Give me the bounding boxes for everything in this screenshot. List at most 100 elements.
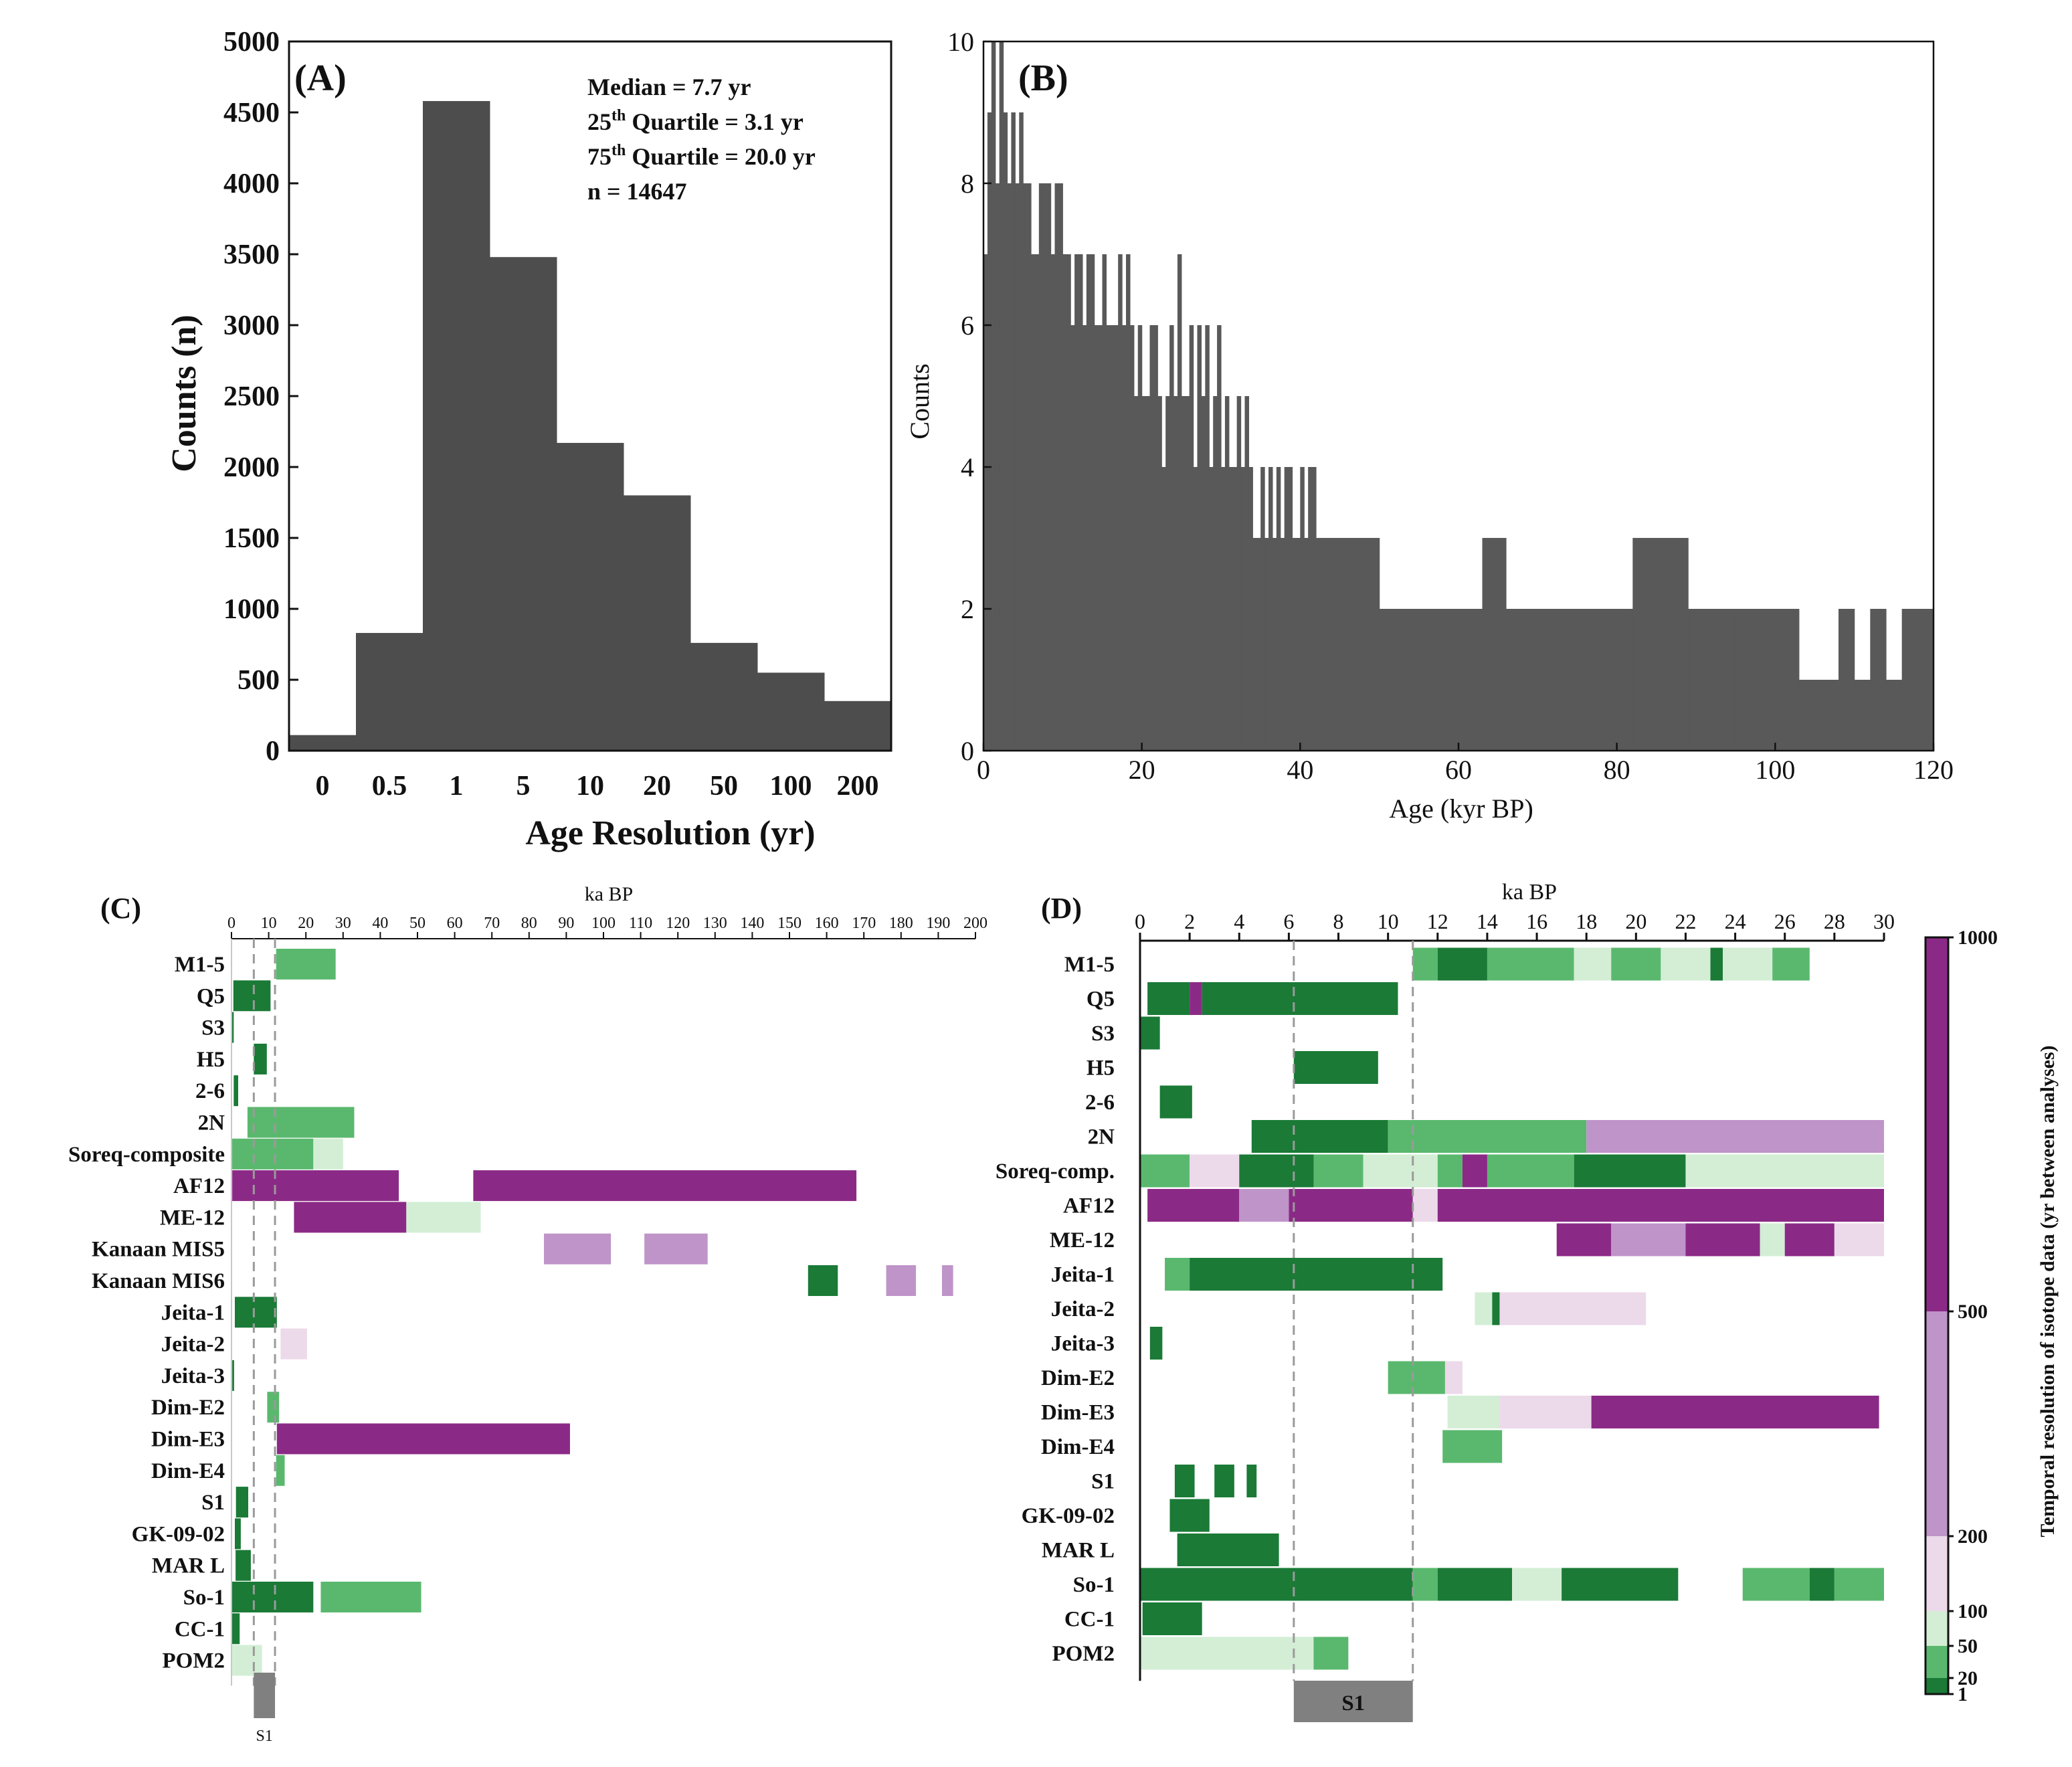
panel-c-axis-title: ka BP (585, 883, 634, 905)
d-segment (1574, 947, 1612, 981)
c-segment (233, 980, 271, 1012)
b-bar (1106, 325, 1119, 751)
a-ytick-label: 3000 (223, 310, 280, 341)
panel-b-ylabel: Counts (905, 363, 935, 439)
d-segment (1214, 1465, 1234, 1497)
d-segment (1442, 1430, 1503, 1463)
d-segment (1556, 1223, 1612, 1257)
panel-c: (C) ka BP 0 10 20 30 40 50 60 70 80 90 100 110 120 13… (68, 883, 987, 1745)
b-bar (1082, 325, 1087, 751)
a-xtick-label: 10 (576, 771, 604, 802)
d-xtick-label: 24 (1725, 909, 1746, 933)
a-bar (490, 257, 557, 751)
a-bar (757, 672, 825, 751)
c-segment (233, 1075, 239, 1107)
b-bar (1137, 325, 1143, 751)
d-segment (1809, 1568, 1834, 1601)
c-xtick-label: 100 (591, 915, 616, 932)
c-row-label: So-1 (183, 1586, 225, 1610)
c-row-label: Jeita-3 (161, 1364, 225, 1388)
c-xtick-label: 180 (889, 915, 913, 932)
b-bar (1300, 467, 1305, 751)
d-row-label: Jeita-1 (1051, 1263, 1115, 1287)
b-bar (1244, 396, 1250, 751)
b-bar (1901, 609, 1918, 751)
b-bar (1347, 538, 1380, 751)
colorbar-frame (1924, 936, 1950, 1695)
c-row-label: AF12 (173, 1174, 225, 1198)
b-xtick-label: 80 (1604, 755, 1630, 785)
d-row-label: Dim-E3 (1041, 1401, 1115, 1425)
d-segment (1499, 1292, 1549, 1325)
c-segment (267, 1392, 280, 1423)
b-bar (1221, 467, 1226, 751)
a-ytick-label: 500 (238, 665, 280, 696)
d-xtick-label: 14 (1477, 909, 1498, 933)
a-bar (624, 495, 691, 751)
b-bar (1074, 254, 1083, 751)
c-segment (236, 1487, 249, 1518)
b-bar (1019, 112, 1024, 751)
b-bar (1205, 325, 1210, 751)
b-bar (1102, 254, 1107, 751)
b-bar (1015, 183, 1020, 751)
b-bar (1122, 325, 1127, 751)
d-segment (1834, 1223, 1884, 1257)
colorbar-swatch (1925, 1311, 1948, 1536)
a-ytick-label: 2500 (223, 381, 280, 412)
panel-a-ylabel: Counts (n) (165, 314, 203, 472)
c-segment (406, 1202, 481, 1233)
d-segment (1574, 1154, 1686, 1188)
b-ytick-label: 2 (961, 594, 974, 624)
c-row-label: Jeita-2 (161, 1333, 225, 1357)
c-row-label: S3 (201, 1016, 225, 1040)
d-segment (1586, 1120, 1884, 1153)
b-bar (1379, 609, 1388, 751)
d-row-label: Soreq-comp. (996, 1159, 1115, 1184)
b-bar (1007, 183, 1012, 751)
c-segment (231, 1138, 314, 1170)
c-segment (313, 1138, 343, 1170)
a-xtick-label: 100 (770, 771, 812, 802)
b-bar (1023, 183, 1032, 751)
colorbar-title: Temporal resolution of isotope data (yr … (2037, 1045, 2059, 1537)
b-bar (1577, 609, 1594, 751)
c-row-label: S1 (201, 1491, 225, 1515)
d-segment (1611, 1223, 1686, 1257)
d-row-label: S3 (1091, 1022, 1115, 1046)
c-xtick-label: 130 (703, 915, 727, 932)
b-bar (1161, 467, 1166, 751)
c-row-label: Kanaan MIS6 (92, 1269, 225, 1293)
d-segment (1499, 1396, 1592, 1428)
b-bar (1149, 325, 1158, 751)
b-bar (1169, 325, 1174, 751)
d-segment (1202, 982, 1398, 1015)
d-xtick-label: 8 (1333, 909, 1344, 933)
b-xtick-label: 100 (1755, 755, 1795, 785)
a-bar (289, 735, 357, 751)
c-xtick-label: 50 (409, 915, 426, 932)
panel-a-stats: Median = 7.7 yr 25th Quartile = 3.1 yr 7… (587, 74, 816, 205)
d-xtick-label: 18 (1576, 909, 1597, 933)
d-segment (1710, 947, 1723, 981)
d-row-label: POM2 (1052, 1642, 1115, 1666)
d-segment (1177, 1533, 1279, 1566)
d-segment (1444, 1361, 1463, 1394)
d-segment (1313, 1154, 1363, 1188)
b-bar (1272, 538, 1277, 751)
c-segment (236, 1550, 251, 1581)
d-segment (1174, 1465, 1195, 1497)
d-segment (1190, 982, 1202, 1015)
b-bar (1798, 680, 1823, 751)
d-segment (1140, 1154, 1190, 1188)
colorbar-tick-label: 1000 (1958, 927, 1998, 949)
c-segment (399, 1170, 474, 1202)
d-segment (1251, 1120, 1388, 1153)
stat-n: n = 14647 (587, 178, 687, 205)
panel-c-letter: (C) (100, 892, 141, 925)
b-bar (1070, 325, 1075, 751)
d-segment (1685, 1223, 1760, 1257)
c-xtick-label: 160 (815, 915, 839, 932)
panel-d-letter: (D) (1041, 892, 1082, 925)
d-xtick-label: 26 (1774, 909, 1796, 933)
